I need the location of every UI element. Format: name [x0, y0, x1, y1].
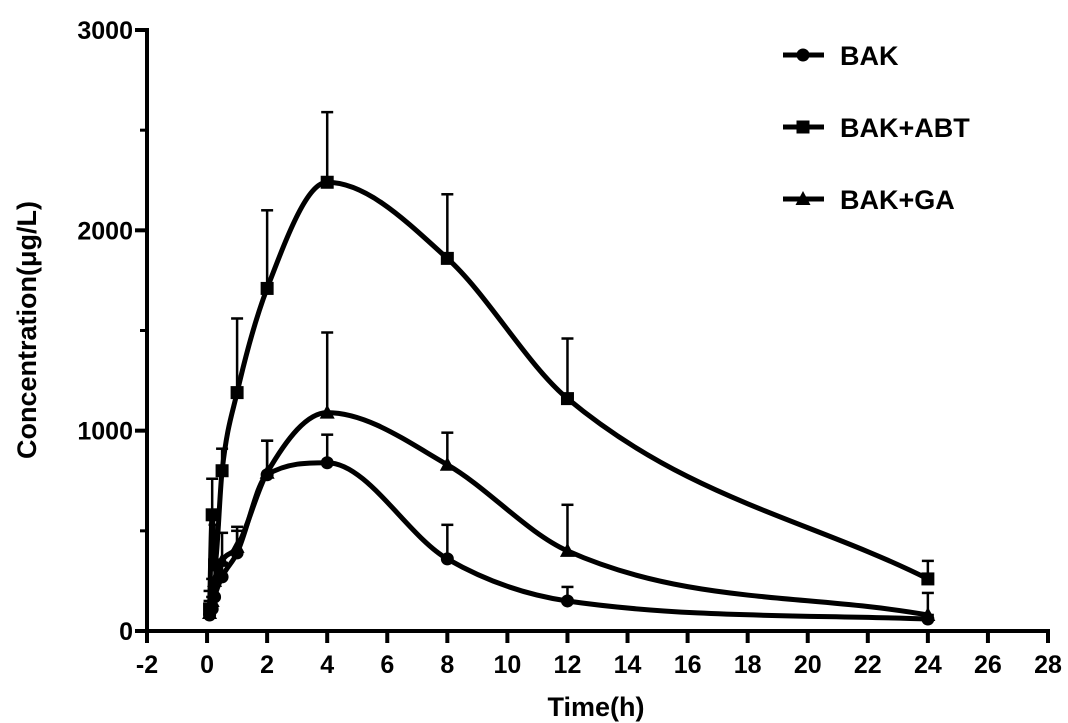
data-point: [560, 392, 574, 406]
x-tick-label: 24: [914, 651, 942, 679]
legend-label: BAK+GA: [840, 185, 955, 215]
data-point: [259, 464, 275, 479]
data-point: [440, 251, 454, 265]
x-tick-label: 18: [734, 651, 762, 679]
x-tick-label: 6: [380, 651, 394, 679]
data-point: [319, 404, 335, 419]
legend-label: BAK+ABT: [840, 113, 970, 143]
y-axis-title: Concentration(μg/L): [12, 201, 42, 459]
data-point: [320, 175, 334, 189]
x-tick-label: -2: [136, 651, 158, 679]
x-tick-label: 22: [854, 651, 882, 679]
y-tick-label: 0: [119, 618, 133, 646]
data-point: [229, 538, 245, 553]
data-point: [921, 572, 935, 586]
x-tick-label: 8: [440, 651, 454, 679]
data-point: [439, 456, 455, 471]
x-tick-label: 2: [260, 651, 274, 679]
data-point: [559, 542, 575, 557]
data-point: [920, 606, 936, 621]
series-line: [207, 410, 931, 618]
data-point: [230, 386, 244, 400]
legend-marker: [796, 120, 810, 134]
y-tick-label: 3000: [77, 17, 133, 45]
data-point: [320, 456, 334, 470]
legend: BAK BAK+ABT BAK+GA: [783, 41, 970, 215]
data-point: [207, 572, 223, 587]
y-tick-label: 1000: [77, 418, 133, 446]
x-axis-title: Time(h): [547, 692, 644, 722]
data-point: [440, 552, 454, 566]
data-point: [214, 552, 230, 567]
data-point: [215, 464, 229, 478]
x-tick-label: 26: [974, 651, 1002, 679]
x-tick-label: 16: [674, 651, 702, 679]
legend-label: BAK: [840, 41, 899, 71]
x-tick-label: 0: [200, 651, 214, 679]
y-tick-label: 2000: [77, 217, 133, 245]
x-tick-label: 14: [614, 651, 642, 679]
x-tick-label: 4: [320, 651, 334, 679]
legend-marker: [795, 191, 811, 205]
markers: [202, 175, 936, 626]
legend-marker: [796, 48, 810, 62]
x-tick-label: 20: [794, 651, 822, 679]
data-point: [205, 508, 219, 522]
data-point: [202, 604, 218, 619]
data-point: [204, 592, 220, 607]
data-point: [215, 570, 229, 584]
data-point: [560, 594, 574, 608]
data-point: [260, 281, 274, 295]
x-tick-label: 12: [554, 651, 582, 679]
x-tick-label: 28: [1034, 651, 1062, 679]
x-tick-label: 10: [493, 651, 521, 679]
